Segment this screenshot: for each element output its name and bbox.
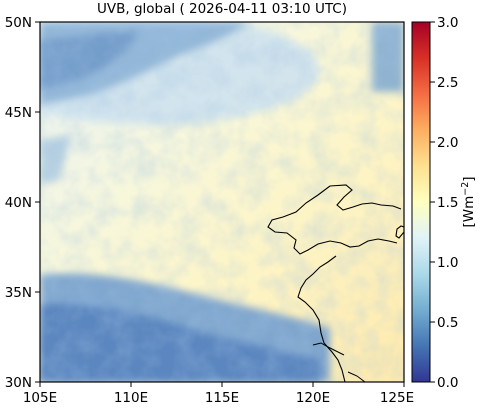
lon-tick-label: 110E [114,390,148,406]
colorbar-ramp [411,21,431,383]
lat-tick-label: 30N [5,375,32,391]
colorbar-tick-label: 1.0 [437,255,458,271]
lon-axis: 105E 110E 115E 120E 125E [23,382,414,406]
colorbar-tick-label: 1.5 [437,195,458,211]
lat-tick-label: 35N [5,285,32,301]
colorbar-tick-label: 3.0 [437,15,458,31]
lon-tick-label: 125E [380,390,414,406]
colorbar-tick-label: 0.0 [437,375,458,391]
colorbar-label: [Wm−2] [460,176,477,227]
colorbar: 0.0 0.5 1.0 1.5 2.0 2.5 3.0 [Wm−2] [411,15,477,391]
lon-tick-label: 115E [205,390,239,406]
lon-tick-label: 105E [23,390,57,406]
colorbar-tick-label: 0.5 [437,315,458,331]
map-title: UVB, global ( 2026-04-11 03:10 UTC) [97,1,347,17]
map-panel [40,22,404,382]
coastline [267,184,404,382]
lon-tick-label: 120E [296,390,330,406]
lat-tick-label: 50N [5,15,32,31]
lat-tick-label: 40N [5,195,32,211]
colorbar-tick-label: 2.5 [437,75,458,91]
colorbar-tick-label: 2.0 [437,135,458,151]
lat-tick-label: 45N [5,105,32,121]
lat-axis: 50N 45N 40N 35N 30N [5,15,40,391]
